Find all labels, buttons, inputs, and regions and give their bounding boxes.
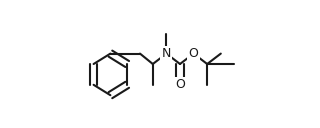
- Text: O: O: [189, 47, 198, 60]
- Text: N: N: [162, 47, 171, 60]
- Text: O: O: [175, 78, 185, 91]
